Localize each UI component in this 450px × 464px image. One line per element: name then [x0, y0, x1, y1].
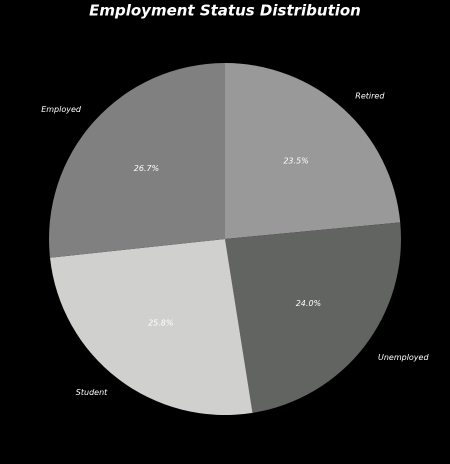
slice-label: Employed: [41, 105, 82, 114]
value-label: 23.5%: [283, 156, 308, 165]
value-label: 26.7%: [134, 164, 159, 173]
slice-label: Retired: [355, 91, 385, 100]
chart-title: Employment Status Distribution: [89, 2, 361, 20]
value-label: 25.8%: [148, 318, 173, 327]
slice-label: Unemployed: [378, 353, 429, 362]
pie-slice: [225, 63, 401, 239]
pie-slice: [225, 222, 401, 413]
slice-label: Student: [76, 388, 108, 397]
value-label: 24.0%: [296, 299, 321, 308]
pie-slice: [49, 63, 225, 258]
pie-slice: [50, 239, 253, 416]
